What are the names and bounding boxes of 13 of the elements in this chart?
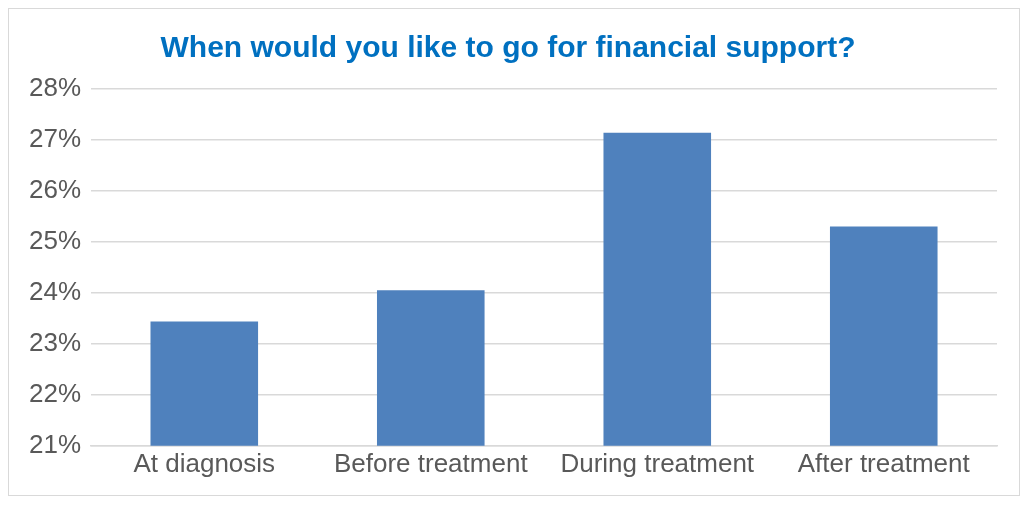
y-tick-label: 25% [28,225,82,256]
x-tick-label: During treatment [560,447,755,478]
y-tick-label: 27% [28,123,82,154]
x-tick-label: Before treatment [333,447,529,478]
x-tick-label: At diagnosis [133,447,276,478]
y-tick-label: 23% [28,327,82,358]
y-tick-label: 21% [28,428,82,459]
y-tick-label: 26% [28,174,82,205]
y-tick-label: 22% [28,378,82,408]
chart-title: When would you like to go for financial support? [160,30,856,64]
y-tick-label: 28% [28,72,82,103]
y-tick-label: 24% [28,276,82,307]
x-tick-label: After treatment [797,447,971,478]
